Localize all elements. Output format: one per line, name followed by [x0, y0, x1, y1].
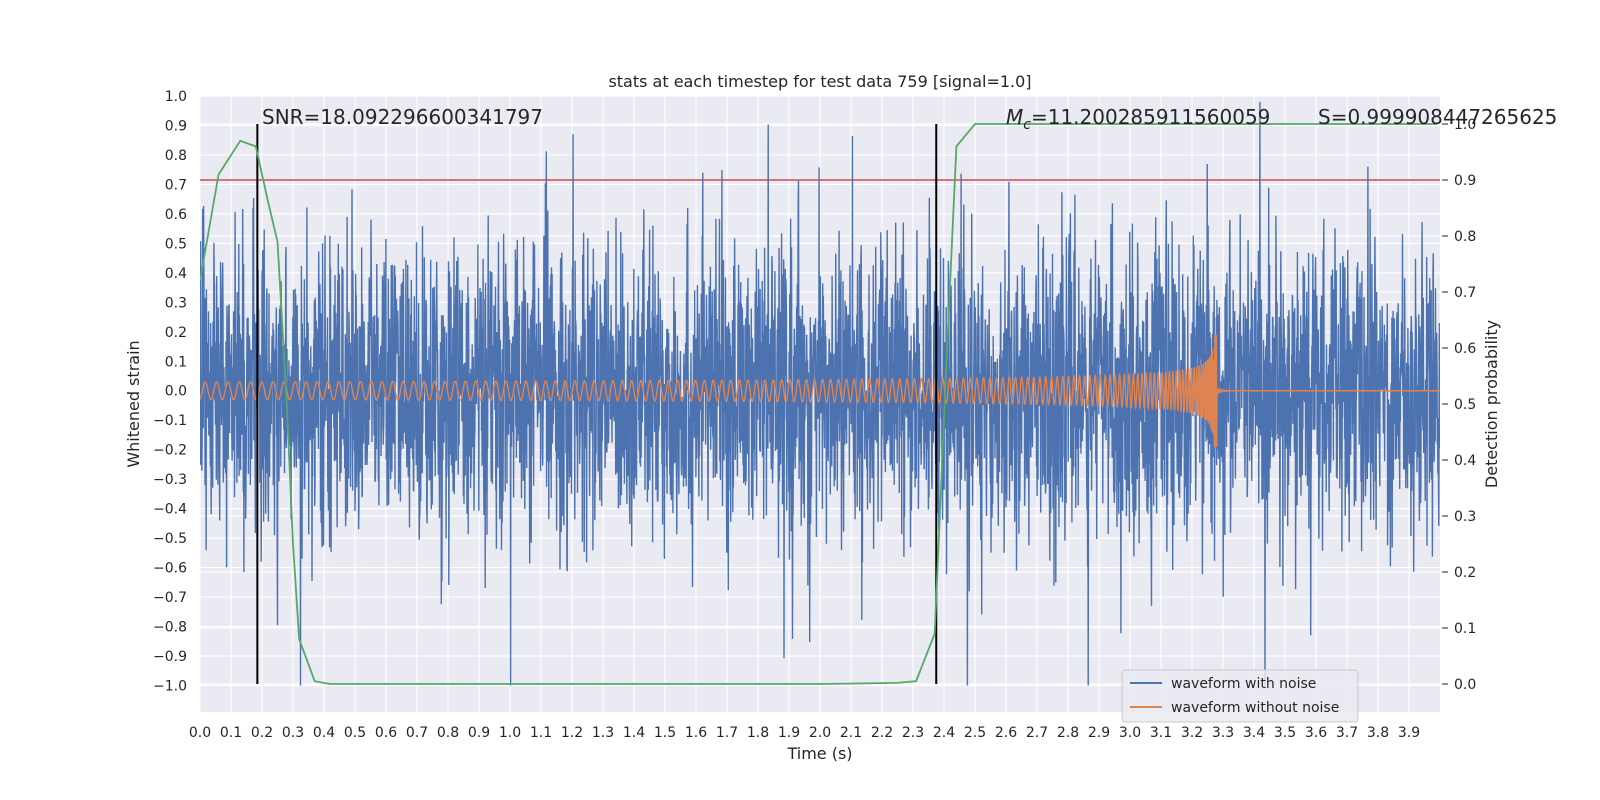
mc-symbol: M [1006, 105, 1023, 129]
s-annotation: S=0.999908447265625 [1318, 105, 1557, 129]
x-tick-label: 0.8 [437, 725, 459, 741]
y-tick-label: 0.8 [165, 148, 187, 164]
x-tick-label: 1.3 [592, 725, 614, 741]
x-tick-label: 1.4 [623, 725, 645, 741]
x-tick-label: 3.9 [1398, 725, 1420, 741]
snr-annotation: SNR=18.092296600341797 [262, 105, 543, 129]
y2-tick-label: 1.0 [1454, 117, 1476, 133]
y2-tick-label: 0.7 [1454, 285, 1476, 301]
x-tick-label: 0.2 [251, 725, 273, 741]
y-tick-label: −0.2 [153, 443, 187, 459]
x-tick-label: 2.9 [1088, 725, 1110, 741]
mc-annotation: Mc=11.200285911560059 [1006, 105, 1270, 133]
legend-label-noisy: waveform with noise [1171, 676, 1316, 692]
y-tick-label: 0.2 [165, 325, 187, 341]
x-tick-label: 3.5 [1274, 725, 1296, 741]
y-tick-label: 0.7 [165, 177, 187, 193]
y2-tick-label: 0.5 [1454, 397, 1476, 413]
x-tick-label: 3.8 [1367, 725, 1389, 741]
x-tick-label: 0.6 [375, 725, 397, 741]
x-tick-label: 1.2 [561, 725, 583, 741]
x-tick-label: 1.7 [716, 725, 738, 741]
y2-tick-label: 0.9 [1454, 173, 1476, 189]
x-tick-label: 2.5 [964, 725, 986, 741]
x-tick-label: 3.0 [1119, 725, 1141, 741]
x-tick-label: 1.1 [530, 725, 552, 741]
detection-probability-line [200, 123, 1437, 685]
x-tick-label: 0.0 [189, 725, 211, 741]
y2-axis-label: Detection probability [1482, 320, 1501, 488]
y2-tick-label: 0.6 [1454, 341, 1476, 357]
x-tick-label: 3.7 [1336, 725, 1358, 741]
y2-tick-label: 0.1 [1454, 621, 1476, 637]
x-tick-label: 0.1 [220, 725, 242, 741]
x-tick-label: 2.2 [871, 725, 893, 741]
x-tick-label: 0.3 [282, 725, 304, 741]
y-tick-label: −0.4 [153, 502, 187, 518]
x-axis-label: Time (s) [786, 744, 852, 763]
x-tick-label: 3.4 [1243, 725, 1265, 741]
y-tick-label: 0.4 [165, 266, 187, 282]
x-tick-label: 2.6 [995, 725, 1017, 741]
y-tick-label: 0.9 [165, 118, 187, 134]
x-tick-label: 1.6 [685, 725, 707, 741]
legend-box [1121, 669, 1359, 723]
ticks: 0.0 0.1 0.2 0.3 0.4 0.5 0.6 0.7 0.8 0.9 1.0 1.1 1.2 1… [153, 89, 1476, 741]
x-tick-label: 1.8 [747, 725, 769, 741]
x-tick-label: 3.6 [1305, 725, 1327, 741]
x-tick-label: 0.5 [344, 725, 366, 741]
legend-label-clean: waveform without noise [1171, 700, 1339, 716]
y-tick-label: 0.1 [165, 354, 187, 370]
x-tick-label: 2.0 [809, 725, 831, 741]
y-tick-label: −0.8 [153, 620, 187, 636]
clean-waveform-line [200, 334, 1440, 447]
chart-title: stats at each timestep for test data 759… [608, 72, 1031, 91]
y-tick-label: −0.3 [153, 472, 187, 488]
y2-tick-label: 0.4 [1454, 453, 1476, 469]
y-tick-label: 0.5 [165, 236, 187, 252]
mc-subscript: c [1023, 117, 1031, 133]
x-tick-label: 2.8 [1057, 725, 1079, 741]
y-tick-label: 0.0 [165, 384, 187, 400]
x-tick-label: 2.7 [1026, 725, 1048, 741]
x-tick-label: 2.3 [902, 725, 924, 741]
y-tick-label: 0.6 [165, 207, 187, 223]
y2-tick-label: 0.0 [1454, 677, 1476, 693]
y-axis-label: Whitened strain [124, 340, 143, 467]
x-tick-label: 3.3 [1212, 725, 1234, 741]
x-tick-label: 0.7 [406, 725, 428, 741]
noisy-waveform-line [200, 101, 1440, 686]
x-tick-label: 1.9 [778, 725, 800, 741]
y-tick-label: −0.5 [153, 531, 187, 547]
y-tick-label: −0.7 [153, 590, 187, 606]
legend: waveform with noise waveform without noi… [1121, 669, 1359, 723]
mc-value: =11.200285911560059 [1031, 105, 1270, 129]
x-tick-label: 3.1 [1150, 725, 1172, 741]
x-tick-label: 0.4 [313, 725, 335, 741]
y-tick-label: −0.6 [153, 561, 187, 577]
x-tick-label: 3.2 [1181, 725, 1203, 741]
y2-tick-label: 0.3 [1454, 509, 1476, 525]
y-tick-label: −0.1 [153, 413, 187, 429]
y-tick-label: −1.0 [153, 678, 187, 694]
x-tick-label: 1.0 [499, 725, 521, 741]
x-tick-label: 2.4 [933, 725, 955, 741]
series-layer [200, 101, 1440, 686]
x-tick-label: 2.1 [840, 725, 862, 741]
y-tick-label: 0.3 [165, 295, 187, 311]
x-tick-label: 1.5 [654, 725, 676, 741]
y2-tick-label: 0.8 [1454, 229, 1476, 245]
x-tick-label: 0.9 [468, 725, 490, 741]
y2-tick-label: 0.2 [1454, 565, 1476, 581]
y-tick-label: −0.9 [153, 649, 187, 665]
y-tick-label: 1.0 [165, 89, 187, 105]
